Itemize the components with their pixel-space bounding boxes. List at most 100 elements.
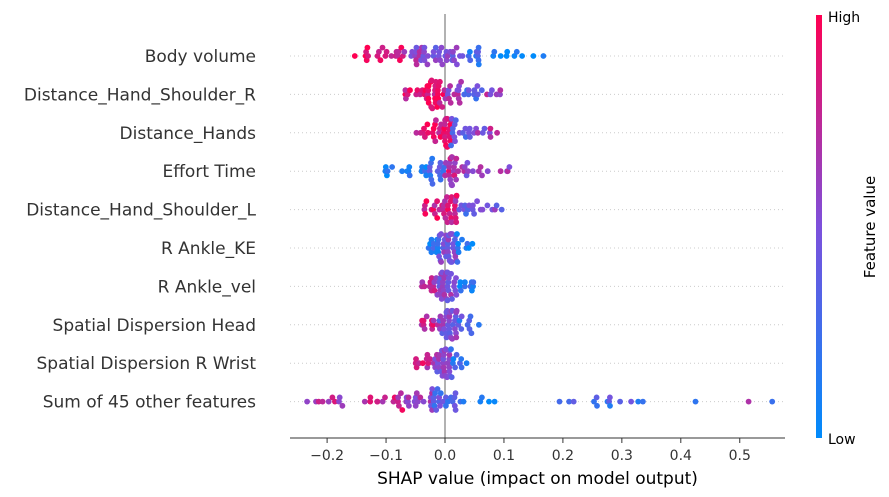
shap-point — [474, 91, 481, 98]
shap-point — [458, 78, 464, 85]
shap-point — [453, 330, 459, 337]
shap-point — [452, 364, 458, 371]
shap-point — [458, 356, 465, 362]
shap-point — [434, 215, 441, 221]
shap-point — [421, 125, 427, 132]
shap-point — [419, 164, 425, 170]
shap-point — [451, 57, 457, 64]
shap-point — [446, 364, 453, 371]
shap-point — [453, 275, 459, 281]
shap-point — [438, 231, 444, 237]
shap-point — [474, 198, 480, 205]
shap-point — [382, 394, 388, 401]
shap-point — [453, 192, 460, 199]
shap-point — [423, 313, 430, 320]
shap-point — [449, 296, 455, 302]
feature-label: R Ankle_KE — [161, 239, 256, 259]
shap-point — [497, 91, 503, 98]
shap-point — [399, 407, 406, 413]
shap-point — [449, 259, 455, 265]
shap-point — [440, 398, 446, 405]
shap-point — [591, 398, 597, 405]
shap-point — [446, 356, 453, 362]
shap-point — [422, 134, 428, 140]
shap-point — [424, 61, 431, 68]
shap-point — [458, 364, 465, 371]
shap-point — [453, 307, 460, 314]
shap-point — [441, 326, 447, 332]
shap-point — [484, 168, 491, 175]
shap-point — [455, 168, 461, 175]
shap-point — [437, 326, 443, 332]
shap-point — [457, 287, 464, 294]
shap-point — [456, 99, 463, 106]
shap-point — [437, 159, 444, 166]
shap-point — [444, 297, 451, 304]
shap-point — [452, 117, 459, 124]
shap-point — [462, 279, 468, 286]
shap-point — [459, 53, 466, 59]
x-tick-label: 0.0 — [434, 448, 456, 464]
shap-point — [448, 346, 454, 353]
shap-point — [437, 402, 443, 409]
shap-point — [433, 407, 440, 413]
shap-point — [497, 168, 504, 175]
shap-point — [388, 53, 395, 59]
shap-point — [594, 402, 600, 409]
shap-point — [447, 99, 454, 106]
shap-point — [433, 275, 440, 281]
shap-point — [424, 351, 431, 358]
shap-point — [329, 394, 336, 401]
shap-point — [396, 402, 402, 409]
shap-point — [431, 287, 438, 294]
shap-point — [421, 44, 428, 51]
shap-point — [404, 91, 411, 98]
shap-point — [351, 53, 358, 59]
shap-point — [421, 326, 428, 332]
shap-point — [433, 78, 439, 85]
shap-point — [374, 398, 381, 405]
shap-point — [434, 245, 441, 251]
shap-point — [395, 48, 402, 55]
shap-point — [487, 125, 494, 132]
feature-label: Effort Time — [162, 162, 256, 182]
shap-point — [460, 129, 466, 136]
shap-point — [471, 210, 477, 217]
shap-point — [450, 356, 457, 362]
shap-point — [377, 57, 384, 64]
shap-point — [444, 219, 451, 226]
shap-point — [475, 57, 482, 64]
shap-point — [498, 206, 505, 213]
shap-point — [467, 134, 473, 140]
shap-point — [431, 202, 438, 209]
shap-point — [413, 44, 420, 51]
shap-point — [439, 104, 446, 110]
feature-label: Body volume — [145, 47, 256, 67]
colorbar-high-label: High — [828, 10, 860, 26]
shap-point — [461, 164, 468, 170]
shap-point — [442, 121, 448, 128]
shap-point — [481, 125, 488, 132]
shap-point — [494, 129, 500, 136]
shap-point — [436, 99, 443, 106]
shap-point — [474, 129, 481, 136]
shap-point — [497, 87, 504, 94]
shap-point — [389, 164, 395, 170]
shap-point — [434, 198, 440, 205]
shap-point — [458, 326, 465, 332]
shap-point — [593, 394, 600, 401]
x-tick-label: 0.5 — [729, 448, 751, 464]
shap-point — [453, 291, 460, 298]
shap-point — [437, 390, 444, 397]
shap-point — [640, 398, 646, 405]
shap-point — [367, 398, 374, 405]
colorbar-title: Feature value — [861, 176, 879, 278]
shap-point — [395, 394, 401, 401]
shap-point — [397, 57, 403, 64]
shap-point — [413, 129, 420, 136]
shap-point — [319, 398, 326, 405]
shap-point — [475, 48, 481, 55]
shap-point — [437, 78, 443, 85]
shap-point — [462, 125, 469, 132]
shap-point — [414, 87, 421, 94]
